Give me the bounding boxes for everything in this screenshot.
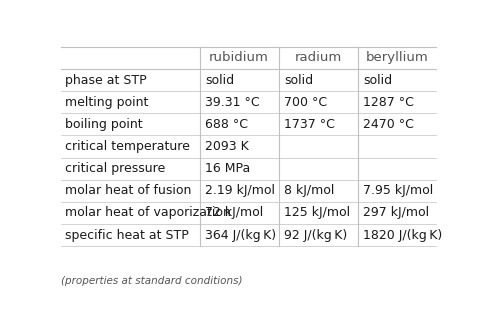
Text: rubidium: rubidium: [209, 51, 269, 64]
Text: 1820 J/(kg K): 1820 J/(kg K): [363, 229, 441, 242]
Text: 7.95 kJ/mol: 7.95 kJ/mol: [363, 184, 433, 197]
Text: 72 kJ/mol: 72 kJ/mol: [205, 206, 263, 219]
Text: 8 kJ/mol: 8 kJ/mol: [284, 184, 334, 197]
Text: solid: solid: [363, 74, 392, 87]
Text: 16 MPa: 16 MPa: [205, 162, 250, 175]
Text: solid: solid: [284, 74, 313, 87]
Text: melting point: melting point: [65, 96, 148, 109]
Text: 92 J/(kg K): 92 J/(kg K): [284, 229, 347, 242]
Text: 688 °C: 688 °C: [205, 118, 248, 131]
Text: critical temperature: critical temperature: [65, 140, 190, 153]
Text: 125 kJ/mol: 125 kJ/mol: [284, 206, 349, 219]
Text: (properties at standard conditions): (properties at standard conditions): [60, 276, 242, 286]
Text: 39.31 °C: 39.31 °C: [205, 96, 259, 109]
Text: specific heat at STP: specific heat at STP: [65, 229, 188, 242]
Text: 297 kJ/mol: 297 kJ/mol: [363, 206, 428, 219]
Text: 700 °C: 700 °C: [284, 96, 327, 109]
Text: 1737 °C: 1737 °C: [284, 118, 334, 131]
Text: 2470 °C: 2470 °C: [363, 118, 413, 131]
Text: beryllium: beryllium: [365, 51, 427, 64]
Text: 2.19 kJ/mol: 2.19 kJ/mol: [205, 184, 275, 197]
Text: 364 J/(kg K): 364 J/(kg K): [205, 229, 276, 242]
Text: molar heat of vaporization: molar heat of vaporization: [65, 206, 230, 219]
Text: boiling point: boiling point: [65, 118, 142, 131]
Text: solid: solid: [205, 74, 234, 87]
Text: 1287 °C: 1287 °C: [363, 96, 413, 109]
Text: critical pressure: critical pressure: [65, 162, 165, 175]
Text: phase at STP: phase at STP: [65, 74, 147, 87]
Text: radium: radium: [294, 51, 341, 64]
Text: molar heat of fusion: molar heat of fusion: [65, 184, 191, 197]
Text: 2093 K: 2093 K: [205, 140, 249, 153]
